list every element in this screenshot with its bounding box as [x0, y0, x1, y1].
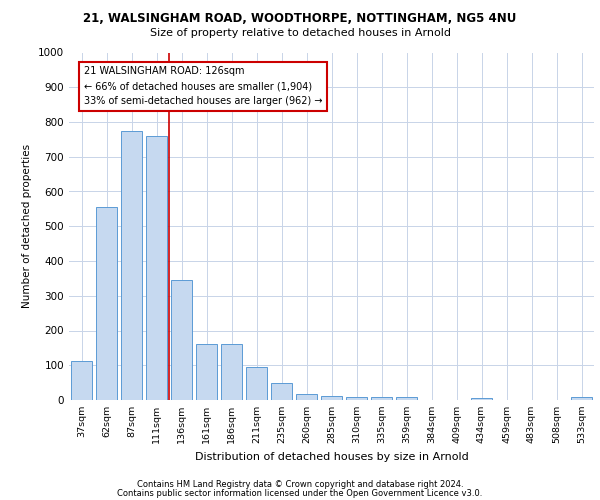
Bar [571, 396, 592, 400]
Bar [146, 136, 167, 400]
Bar [221, 344, 242, 400]
Text: 21, WALSINGHAM ROAD, WOODTHORPE, NOTTINGHAM, NG5 4NU: 21, WALSINGHAM ROAD, WOODTHORPE, NOTTING… [83, 12, 517, 26]
X-axis label: Distribution of detached houses by size in Arnold: Distribution of detached houses by size … [194, 452, 469, 462]
Bar [96, 207, 117, 400]
Y-axis label: Number of detached properties: Number of detached properties [22, 144, 32, 308]
Bar [121, 130, 142, 400]
Text: 21 WALSINGHAM ROAD: 126sqm
← 66% of detached houses are smaller (1,904)
33% of s: 21 WALSINGHAM ROAD: 126sqm ← 66% of deta… [83, 66, 322, 106]
Bar [196, 344, 217, 400]
Bar [71, 361, 92, 400]
Bar [246, 367, 267, 400]
Text: Contains public sector information licensed under the Open Government Licence v3: Contains public sector information licen… [118, 488, 482, 498]
Text: Size of property relative to detached houses in Arnold: Size of property relative to detached ho… [149, 28, 451, 38]
Bar [471, 398, 492, 400]
Bar [396, 397, 417, 400]
Text: Contains HM Land Registry data © Crown copyright and database right 2024.: Contains HM Land Registry data © Crown c… [137, 480, 463, 489]
Bar [371, 396, 392, 400]
Bar [346, 396, 367, 400]
Bar [271, 382, 292, 400]
Bar [321, 396, 342, 400]
Bar [171, 280, 192, 400]
Bar [296, 394, 317, 400]
